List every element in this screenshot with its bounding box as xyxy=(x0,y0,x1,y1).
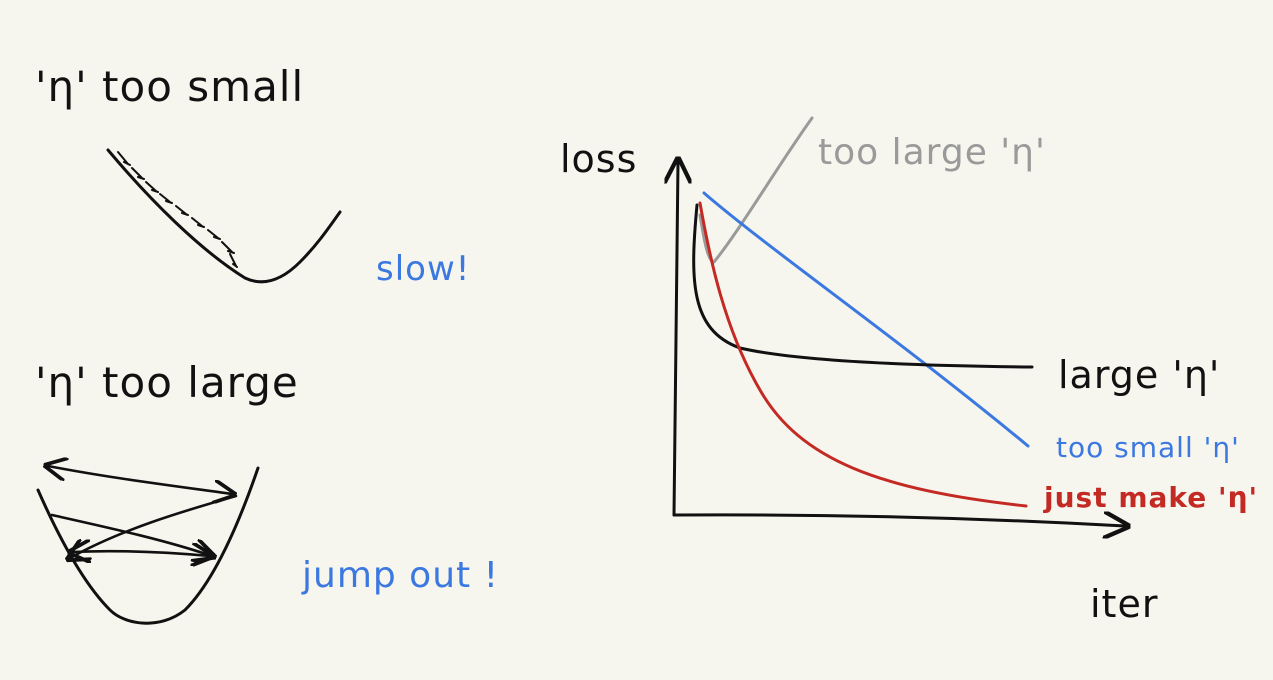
y-axis-label: loss xyxy=(560,137,638,181)
y-axis xyxy=(674,162,678,517)
label-just-make-eta: just make 'η' xyxy=(1044,481,1259,514)
small-eta-sketch xyxy=(106,148,342,284)
label-large-eta: large 'η' xyxy=(1058,353,1221,397)
large-eta-bowl xyxy=(36,466,260,625)
small-eta-bowl xyxy=(106,148,342,284)
large-eta-title: 'η' too large xyxy=(35,358,299,407)
large-eta-sketch xyxy=(36,466,260,625)
curve-large-eta xyxy=(692,203,1034,369)
large-eta-jump-4 xyxy=(72,551,210,556)
curve-too-large-eta xyxy=(698,116,814,264)
large-eta-note: jump out ! xyxy=(302,555,500,596)
large-eta-jump-1 xyxy=(48,466,232,494)
curve-too-small-eta xyxy=(702,191,1030,448)
small-eta-title: 'η' too small xyxy=(35,62,305,111)
small-eta-steps xyxy=(117,151,238,268)
large-eta-jump-2 xyxy=(50,513,212,556)
x-axis-label: iter xyxy=(1090,582,1159,626)
loss-graph xyxy=(672,116,1125,526)
large-eta-jump-3 xyxy=(70,494,238,558)
label-too-large-eta: too large 'η' xyxy=(818,132,1046,173)
label-too-small-eta: too small 'η' xyxy=(1056,431,1240,464)
x-axis xyxy=(672,515,1125,526)
curve-just-make-eta xyxy=(698,201,1028,508)
small-eta-note: slow! xyxy=(376,249,471,289)
